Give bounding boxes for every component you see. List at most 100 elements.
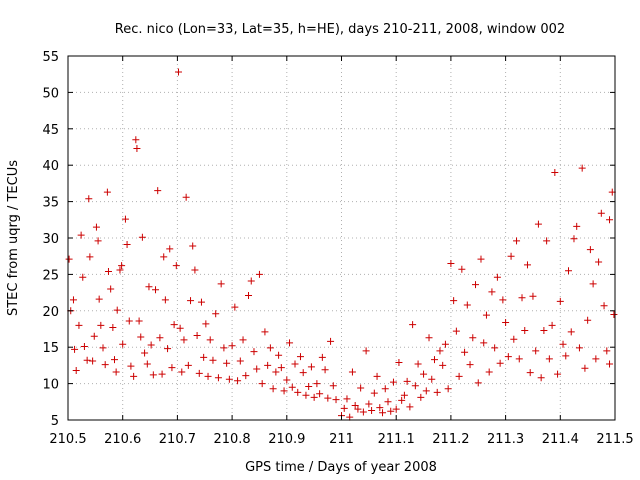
data-point — [586, 246, 594, 254]
data-point — [277, 364, 285, 372]
data-point — [174, 68, 182, 76]
data-point — [496, 359, 504, 367]
data-point — [313, 380, 321, 388]
data-point — [403, 377, 411, 385]
data-point — [324, 394, 332, 402]
data-point — [280, 387, 288, 395]
data-point — [491, 344, 499, 352]
data-point — [452, 327, 460, 335]
data-point — [92, 223, 100, 231]
data-point — [365, 400, 373, 408]
data-point — [610, 310, 618, 318]
data-point — [189, 242, 197, 250]
data-point — [214, 374, 222, 382]
data-point — [191, 266, 199, 274]
data-point — [77, 231, 85, 239]
x-tick-label: 210.9 — [268, 432, 305, 447]
data-point — [430, 356, 438, 364]
data-point — [286, 339, 294, 347]
data-point — [368, 407, 376, 415]
data-point — [499, 296, 507, 304]
data-point — [389, 378, 397, 386]
data-point — [387, 407, 395, 415]
data-point — [86, 253, 94, 261]
data-point — [515, 355, 523, 363]
data-point — [170, 321, 178, 329]
data-point — [537, 374, 545, 382]
y-axis-label: STEC from uqrg / TECUs — [6, 160, 21, 316]
data-point — [480, 339, 488, 347]
data-point — [595, 258, 603, 266]
data-point — [485, 368, 493, 376]
data-point — [80, 342, 88, 350]
data-point — [135, 317, 143, 325]
data-points — [65, 68, 618, 421]
data-point — [247, 277, 255, 285]
data-point — [562, 352, 570, 360]
data-point — [269, 385, 277, 393]
y-tick-label: 50 — [42, 86, 59, 101]
data-point — [158, 370, 166, 378]
data-point — [384, 398, 392, 406]
data-point — [578, 164, 586, 172]
data-point — [168, 364, 176, 372]
data-point — [493, 273, 501, 281]
data-point — [130, 372, 138, 380]
data-point — [261, 328, 269, 336]
data-point — [436, 347, 444, 355]
data-point — [318, 353, 326, 361]
data-point — [242, 372, 250, 380]
data-point — [296, 353, 304, 361]
data-point — [137, 333, 145, 341]
data-point — [521, 326, 529, 334]
data-point — [458, 265, 466, 273]
y-tick-label: 45 — [42, 123, 59, 138]
data-point — [422, 387, 430, 395]
data-point — [258, 380, 266, 388]
data-point — [113, 306, 121, 314]
data-point — [149, 371, 157, 379]
data-point — [359, 408, 367, 416]
data-point — [220, 344, 228, 352]
x-tick-label: 211.2 — [432, 432, 469, 447]
data-point — [118, 262, 126, 270]
data-point — [606, 360, 614, 368]
data-point — [332, 396, 340, 404]
data-point — [145, 283, 153, 291]
data-point — [283, 376, 291, 384]
data-point — [231, 303, 239, 311]
data-point — [461, 348, 469, 356]
data-point — [99, 344, 107, 352]
data-point — [195, 369, 203, 377]
y-tick-label: 30 — [42, 232, 59, 247]
data-point — [225, 375, 233, 383]
data-point — [83, 356, 91, 364]
data-point — [89, 357, 97, 365]
data-point — [147, 341, 155, 349]
data-point — [212, 310, 220, 318]
data-point — [138, 233, 146, 241]
y-tick-label: 55 — [42, 50, 59, 65]
data-point — [603, 347, 611, 355]
data-point — [180, 336, 188, 344]
data-point — [362, 347, 370, 355]
y-tick-label: 15 — [42, 341, 59, 356]
data-point — [354, 405, 362, 413]
data-point — [239, 336, 247, 344]
data-point — [119, 340, 127, 348]
data-point — [193, 332, 201, 340]
data-point — [414, 360, 422, 368]
y-tick-labels: 5 10 15 20 25 30 35 40 45 50 55 — [42, 50, 59, 429]
data-point — [411, 382, 419, 390]
data-point — [116, 266, 124, 274]
data-point — [589, 280, 597, 288]
x-tick-label: 211 — [329, 432, 354, 447]
data-point — [250, 348, 258, 356]
data-point — [597, 209, 605, 217]
data-point — [266, 344, 274, 352]
x-axis-label: GPS time / Days of year 2008 — [245, 460, 437, 475]
data-point — [209, 356, 217, 364]
data-point — [370, 389, 378, 397]
data-point — [455, 372, 463, 380]
